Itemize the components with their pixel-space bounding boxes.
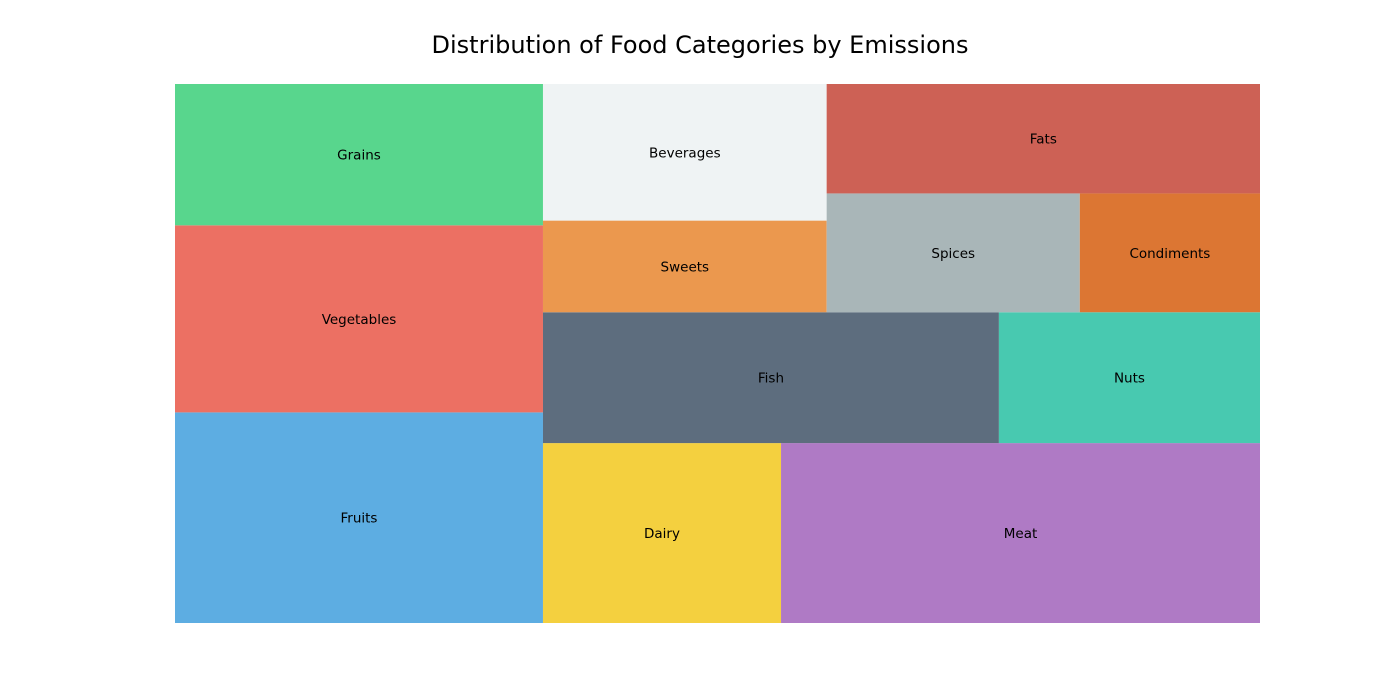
tile-meat [781,443,1260,623]
tile-beverages [542,84,827,221]
tile-label-beverages: Beverages [649,145,721,161]
tile-label-fats: Fats [1030,132,1057,148]
tile-label-nuts: Nuts [1114,371,1145,387]
tile-label-grains: Grains [337,148,381,164]
tile-label-fish: Fish [758,371,784,387]
tile-dairy [542,443,782,623]
tile-condiments [1079,193,1260,313]
chart-title: Distribution of Food Categories by Emiss… [431,31,969,59]
tile-label-condiments: Condiments [1129,246,1210,262]
tile-sweets [542,220,827,313]
tile-fruits [175,412,543,623]
tile-label-dairy: Dairy [644,526,680,542]
tile-vegetables [175,225,543,413]
tile-nuts [998,312,1260,444]
tile-label-meat: Meat [1004,526,1038,542]
tile-label-sweets: Sweets [661,259,710,275]
tile-label-vegetables: Vegetables [322,312,397,328]
tile-grains [175,84,543,226]
tile-fats [826,84,1260,194]
tile-spices [826,193,1080,313]
tile-label-spices: Spices [931,246,975,262]
tile-fish [542,312,999,444]
tile-label-fruits: Fruits [341,511,378,527]
